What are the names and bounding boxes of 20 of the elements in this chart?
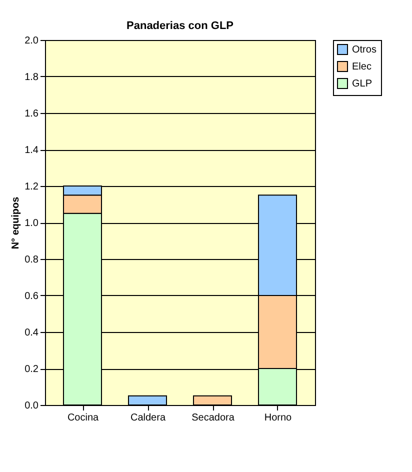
x-tick-label: Secadora [192, 412, 235, 424]
y-tick-label: 1.2 [24, 182, 39, 192]
chart-title: Panaderias con GLP [126, 20, 234, 32]
y-tick-label: 0.8 [24, 254, 39, 266]
y-tick-label: 1.4 [24, 145, 39, 156]
x-tick-label: Caldera [130, 412, 166, 424]
x-tick-label: Horno [264, 412, 292, 424]
y-tick-label: 1.6 [24, 108, 39, 120]
legend-label: GLP [352, 78, 372, 90]
y-tick-label: 1.8 [24, 72, 39, 83]
legend-label: Otros [352, 44, 376, 56]
x-tick-label: Cocina [67, 412, 99, 424]
y-tick-label: 2.0 [24, 36, 39, 46]
y-axis-title: N° equipos [10, 196, 22, 250]
y-tick-label: 0.2 [24, 364, 39, 375]
legend-label: Elec [352, 62, 372, 72]
y-tick-label: 0.6 [24, 291, 39, 302]
y-tick-label: 0.0 [24, 400, 39, 412]
y-tick-label: 1.0 [24, 218, 39, 229]
y-tick-label: 0.4 [24, 328, 39, 338]
